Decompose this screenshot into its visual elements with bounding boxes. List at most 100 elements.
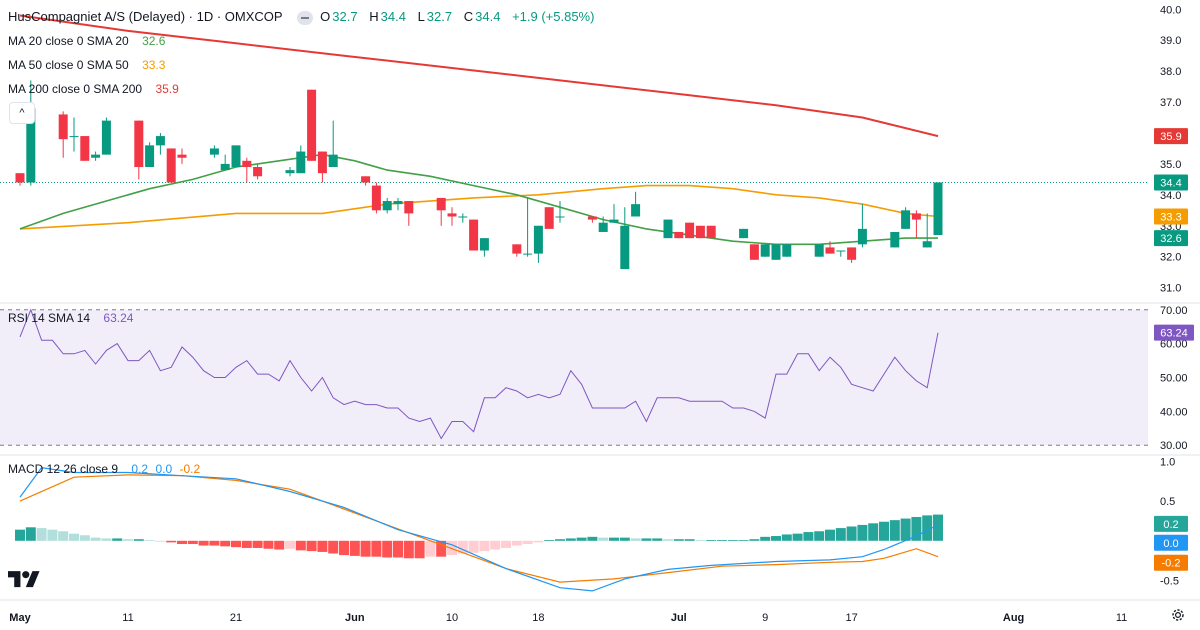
candle-body <box>393 201 403 205</box>
macd-histogram-bar <box>285 540 295 549</box>
macd-histogram-bar <box>425 540 436 557</box>
time-axis-tick: Aug <box>1003 612 1024 624</box>
candle-body <box>512 244 522 254</box>
macd-signal-value: -0.2 <box>179 462 201 476</box>
macd-histogram-bar <box>123 539 133 541</box>
price-label-badge <box>1154 174 1188 191</box>
macd-histogram-bar <box>792 533 803 541</box>
candle-body <box>674 231 684 239</box>
price-axis-tick: 37.0 <box>1160 97 1181 109</box>
open-value: 32.7 <box>332 9 358 24</box>
collapse-legend-button[interactable]: ^ <box>9 102 35 124</box>
symbol-title: HusCompagniet A/S (Delayed) · 1D · OMXCO… <box>8 9 283 24</box>
macd-histogram-bar <box>101 538 112 541</box>
candle-body <box>231 145 241 168</box>
macd-histogram-bar <box>371 540 382 557</box>
price-axis-tick: 34.0 <box>1160 190 1181 202</box>
candle-body <box>695 225 705 239</box>
candle-body <box>15 173 25 183</box>
candle-body <box>685 222 695 239</box>
macd-histogram-bar <box>760 536 771 541</box>
macd-histogram-bar <box>609 537 619 541</box>
ma200-label: MA 200 close 0 SMA 200 <box>8 82 143 96</box>
high-label: H <box>369 9 379 24</box>
candle-body <box>922 241 932 248</box>
macd-histogram-bar <box>814 531 825 541</box>
chart-header: HusCompagniet A/S (Delayed) · 1D · OMXCO… <box>8 9 602 25</box>
macd-histogram-bar <box>360 540 371 557</box>
candle-body <box>458 216 468 218</box>
candle-body <box>523 253 533 255</box>
candle-body <box>253 167 263 177</box>
macd-histogram-bar <box>187 540 198 544</box>
macd-histogram-bar <box>447 540 457 556</box>
price-label-text: 35.9 <box>1160 131 1181 143</box>
candle-body <box>587 216 597 220</box>
candle-body <box>857 228 867 245</box>
chevron-up-icon: ^ <box>19 107 25 119</box>
high-value: 34.4 <box>380 9 406 24</box>
macd-histogram-bar <box>684 539 695 541</box>
close-label: C <box>463 9 474 24</box>
macd-histogram-bar <box>36 528 47 541</box>
macd-histogram-bar <box>457 540 468 554</box>
macd-histogram-bar <box>576 537 587 541</box>
candle-body <box>209 148 219 155</box>
ma200-line <box>19 14 939 138</box>
macd-histogram-bar <box>349 540 360 556</box>
macd-histogram-bar <box>835 528 846 541</box>
macd-histogram-bar <box>706 540 717 541</box>
candle-body <box>242 160 252 168</box>
visibility-icon[interactable] <box>296 10 313 25</box>
macd-histogram-bar <box>587 536 598 541</box>
candle-body <box>220 163 230 171</box>
candle-body <box>847 247 857 260</box>
macd-histogram-bar <box>274 540 285 550</box>
macd-histogram-bar <box>879 521 889 541</box>
candle-body <box>101 120 111 155</box>
candle-body <box>631 204 641 217</box>
rsi-axis-tick: 60.00 <box>1160 339 1188 351</box>
candle-body <box>69 136 79 138</box>
time-axis-tick: 10 <box>446 612 458 624</box>
macd-signal-line <box>19 474 939 583</box>
rsi-legend[interactable]: RSI 14 SMA 14 63.24 <box>8 310 137 326</box>
macd-histogram-bar <box>155 540 166 542</box>
ma50-legend[interactable]: MA 50 close 0 SMA 50 33.3 <box>8 57 169 73</box>
ma20-value: 32.6 <box>142 34 166 48</box>
candle-body <box>134 120 144 168</box>
price-label-text: 33.3 <box>1160 211 1181 223</box>
macd-histogram-bar <box>857 524 868 541</box>
tradingview-logo-icon <box>8 571 40 588</box>
ma20-label: MA 20 close 0 SMA 20 <box>8 34 129 48</box>
ma20-legend[interactable]: MA 20 close 0 SMA 20 32.6 <box>8 33 169 49</box>
macd-histogram-bar <box>198 540 209 546</box>
ma50-value: 33.3 <box>142 58 166 72</box>
macd-histogram-bar <box>825 529 835 541</box>
macd-histogram-bar <box>263 540 274 549</box>
macd-hist-value: 0.0 <box>155 462 173 476</box>
macd-histogram-bar <box>295 540 306 551</box>
macd-histogram-bar <box>900 518 911 541</box>
ma200-legend[interactable]: MA 200 close 0 SMA 200 35.9 <box>8 81 183 97</box>
candle-body <box>814 244 824 257</box>
candle-body <box>825 247 835 254</box>
candle-body <box>447 213 457 217</box>
candle-body <box>317 151 327 174</box>
macd-histogram-bar <box>79 535 90 541</box>
candle-body <box>80 136 90 161</box>
candle-body <box>436 197 446 211</box>
price-axis-tick: 38.0 <box>1160 66 1181 78</box>
macd-histogram-bar <box>69 533 79 541</box>
candle-body <box>760 244 770 257</box>
price-axis-tick: 40.0 <box>1160 4 1181 16</box>
candle-body <box>609 219 619 223</box>
macd-histogram-bar <box>922 515 933 541</box>
macd-histogram-bar <box>436 540 447 557</box>
macd-histogram-bar <box>663 539 673 541</box>
low-label: L <box>417 9 425 24</box>
macd-legend[interactable]: MACD 12 26 close 9 0.2 0.0 -0.2 <box>8 461 204 477</box>
gear-icon[interactable] <box>1170 607 1186 623</box>
macd-histogram-bar <box>403 540 414 559</box>
